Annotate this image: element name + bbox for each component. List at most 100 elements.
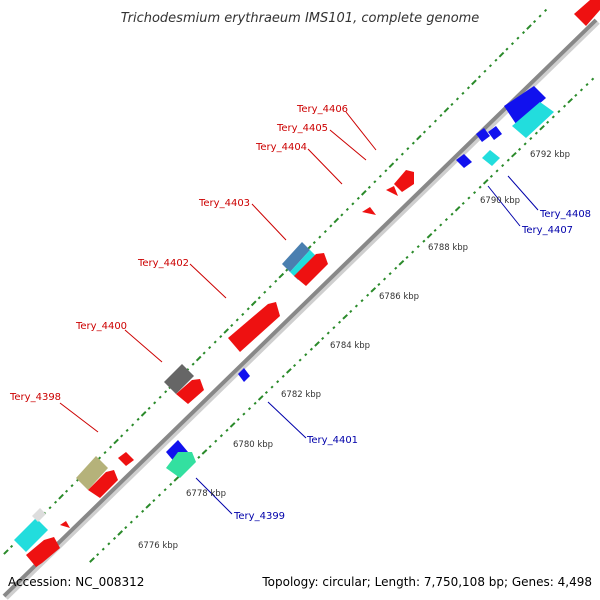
minor-tick [478, 185, 482, 189]
rna-gene-block[interactable] [290, 250, 318, 280]
minor-tick [64, 489, 69, 493]
minor-tick [298, 358, 302, 362]
major-tick [3, 549, 9, 555]
leader-line [345, 111, 377, 151]
reverse-strand-features [166, 86, 554, 478]
major-tick [145, 503, 152, 509]
minor-tick [213, 340, 217, 344]
forward-gene-arrow-long[interactable] [228, 302, 280, 352]
minor-tick [318, 235, 322, 239]
major-tick [257, 395, 264, 401]
minor-tick [378, 174, 382, 178]
gene-label-tery-4407[interactable]: Tery_4407 [521, 225, 573, 236]
minor-tick [444, 218, 448, 222]
minor-tick [574, 93, 578, 97]
forward-gene-arrow[interactable] [294, 253, 328, 286]
reverse-gene-small[interactable] [488, 126, 502, 140]
minor-tick [517, 147, 522, 151]
gene-label-tery-4400[interactable]: Tery_4400 [75, 321, 127, 332]
leader-line [487, 185, 521, 227]
grey-feature-block[interactable] [164, 364, 194, 394]
minor-tick [345, 207, 349, 212]
major-tick [278, 272, 285, 279]
major-tick [223, 328, 230, 334]
minor-tick [360, 299, 364, 303]
gene-label-tery-4399[interactable]: Tery_4399 [233, 511, 285, 522]
minor-tick [505, 47, 509, 51]
minor-tick [135, 515, 139, 519]
gene-label-tery-4403[interactable]: Tery_4403 [198, 198, 250, 209]
leader-line [195, 477, 233, 515]
minor-tick [543, 8, 548, 13]
gene-label-tery-4405[interactable]: Tery_4405 [276, 123, 328, 134]
gene-labels: Tery_4398 Tery_4399 Tery_4400 Tery_4401 … [9, 104, 591, 522]
steel-feature-block[interactable] [282, 242, 310, 272]
gene-label-tery-4408[interactable]: Tery_4408 [539, 209, 591, 220]
forward-gene-arrow[interactable] [394, 170, 414, 192]
forward-gene-small[interactable] [362, 207, 376, 215]
leader-line [507, 175, 539, 211]
minor-tick [510, 42, 515, 46]
leader-line [59, 402, 99, 433]
misc-feature-block[interactable] [32, 508, 46, 522]
minor-tick [340, 213, 344, 217]
minor-tick [433, 228, 437, 232]
gene-label-tery-4398[interactable]: Tery_4398 [9, 392, 61, 403]
forward-gene-small[interactable] [60, 521, 70, 528]
minor-tick [70, 484, 74, 488]
gene-label-tery-4401[interactable]: Tery_4401 [306, 435, 358, 446]
rna-gene-block[interactable] [14, 518, 48, 552]
forward-gene-small[interactable] [118, 452, 134, 466]
minor-tick [164, 390, 168, 394]
major-tick [117, 530, 123, 536]
reverse-gene-arrow[interactable] [504, 86, 546, 124]
reverse-gene-arrow[interactable] [166, 452, 196, 478]
minor-tick [202, 351, 206, 355]
minor-tick [473, 191, 477, 195]
olive-feature-block[interactable] [76, 456, 108, 490]
minor-tick [466, 86, 471, 90]
gene-label-tery-4404[interactable]: Tery_4404 [255, 142, 307, 153]
reverse-gene-arrow[interactable] [166, 440, 188, 464]
forward-gene-small[interactable] [386, 186, 398, 196]
minor-tick [461, 91, 465, 95]
minor-tick [274, 279, 278, 283]
minor-tick [579, 88, 584, 92]
minor-tick [214, 439, 218, 443]
minor-tick [356, 196, 360, 200]
forward-gene-arrow[interactable] [26, 537, 60, 567]
reverse-gene-small[interactable] [456, 154, 472, 168]
forward-gene-arrow[interactable] [176, 379, 204, 404]
forward-gene-arrow[interactable] [574, 0, 600, 26]
scale-tick-label: 6780 kbp [233, 440, 273, 450]
leader-line [251, 203, 287, 241]
leader-line [307, 148, 343, 185]
scale-tick-label: 6792 kbp [530, 150, 570, 160]
minor-tick [433, 119, 438, 123]
gene-label-tery-4402[interactable]: Tery_4402 [137, 258, 189, 269]
major-tick [511, 151, 517, 158]
minor-tick [546, 120, 550, 124]
minor-tick [326, 331, 330, 335]
rna-gene-block[interactable] [482, 150, 500, 166]
minor-tick [534, 131, 538, 135]
gene-label-tery-4406[interactable]: Tery_4406 [296, 104, 348, 115]
minor-tick [467, 196, 471, 200]
major-tick [286, 368, 292, 374]
minor-tick [388, 272, 392, 276]
minor-tick [191, 362, 195, 366]
reverse-gene-small[interactable] [476, 128, 490, 142]
minor-tick [329, 224, 333, 228]
major-tick [498, 51, 505, 58]
forward-gene-arrow[interactable] [88, 470, 118, 498]
minor-tick [411, 141, 415, 145]
major-tick [426, 232, 433, 239]
minor-tick [263, 290, 267, 294]
minor-tick [488, 64, 493, 68]
reverse-gene-small[interactable] [238, 368, 250, 382]
minor-tick [450, 102, 454, 107]
minor-tick [163, 488, 167, 492]
rna-gene-block[interactable] [512, 102, 554, 138]
major-tick [471, 79, 477, 86]
